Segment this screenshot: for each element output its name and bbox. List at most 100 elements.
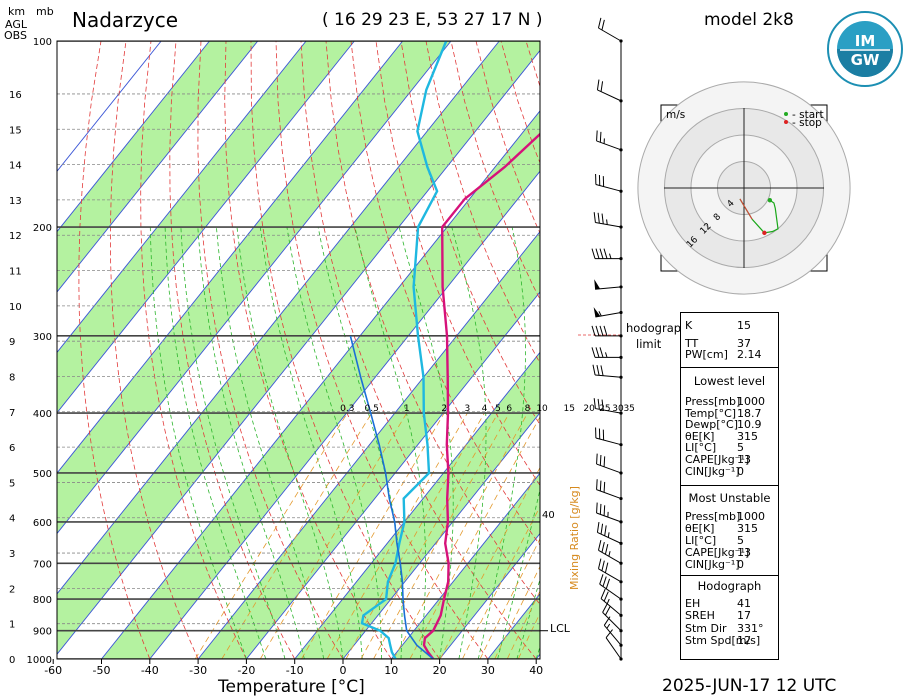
- pressure-label: 500: [33, 469, 52, 480]
- barb-flag: [596, 453, 598, 465]
- chart-axes: -60 -50 -40 -30 -20 -10 0 10 20 30 401002003004005…: [9, 37, 635, 677]
- barb-flag: [597, 558, 602, 569]
- barb-half-flag: [606, 623, 611, 629]
- moist-adiabat: [259, 226, 363, 659]
- pressure-label: 1000: [27, 655, 52, 666]
- imgw-logo: IM GW: [826, 10, 904, 88]
- barb-staff: [596, 140, 622, 151]
- moist-adiabat: [180, 226, 286, 659]
- most-unstable-label: Press[mb]: [685, 510, 741, 523]
- lowest-level-value: 1000: [737, 395, 765, 408]
- barb-flag: [591, 248, 596, 259]
- moist-adiabat: [286, 226, 382, 659]
- barb-flag: [603, 591, 609, 602]
- barb-staff: [598, 27, 622, 42]
- isotherm-line: [57, 41, 210, 233]
- hodograph-param-value: 331°: [737, 621, 764, 635]
- hodograph-legend-start-dot: [784, 112, 788, 116]
- mixing-ratio-40: 40: [542, 510, 555, 521]
- most-unstable-value: 1000: [737, 510, 765, 523]
- barb-staff: [596, 463, 622, 474]
- most-unstable-label: CIN[Jkg⁻¹]: [685, 558, 740, 571]
- barb-staff: [595, 222, 622, 228]
- barb-flag: [604, 543, 609, 555]
- chart-grid: [57, 41, 540, 659]
- barb-flag: [597, 17, 602, 29]
- barb-flag: [605, 605, 611, 616]
- barb-flag: [599, 347, 604, 358]
- barb-staff: [596, 512, 622, 523]
- height-label: 6: [9, 443, 15, 454]
- barb-flag: [601, 560, 605, 571]
- valid-date: 2025-JUN-17 12 UTC: [662, 676, 837, 696]
- isotherm-line: [57, 41, 259, 293]
- height-label: 14: [9, 161, 22, 172]
- barb-flag: [599, 248, 604, 259]
- barb-flag: [603, 481, 606, 493]
- height-label: 9: [9, 337, 15, 348]
- barb-flag: [599, 480, 602, 492]
- moist-adiabat: [317, 226, 403, 659]
- isotherm-line: [57, 41, 162, 172]
- barb-flag: [597, 539, 602, 551]
- dry-adiabat: [275, 41, 489, 659]
- hodograph-stop-point: [762, 230, 767, 236]
- lowest-level-value: 5: [737, 441, 744, 455]
- barb-staff: [600, 598, 622, 616]
- model-name: model 2k8: [704, 10, 794, 30]
- pressure-label: 300: [33, 332, 52, 343]
- isotherm-line: [57, 41, 500, 595]
- height-label: 7: [9, 408, 15, 419]
- most-unstable-value: 13: [737, 546, 751, 559]
- lowest-level-label: LI[°C]: [685, 441, 717, 455]
- axis-obs-label: OBS: [4, 29, 27, 42]
- x-axis-title: Temperature [°C]: [218, 677, 365, 697]
- mixing-ratio-label: 4: [482, 404, 488, 414]
- x-tick-label: 10: [384, 664, 398, 677]
- hodograph-limit-label: hodograph: [626, 321, 689, 335]
- dry-adiabat: [350, 41, 540, 546]
- tt-index-label: TT: [685, 337, 699, 350]
- barb-half-flag: [608, 551, 611, 557]
- mixing-ratio-label: 8: [525, 404, 531, 414]
- station-name: Nadarzyce: [72, 8, 179, 32]
- barb-flag: [602, 576, 607, 587]
- barb-flag: [600, 523, 604, 535]
- wind-barbs: [591, 17, 623, 661]
- hodograph-trace: [739, 198, 779, 234]
- mixing-ratio-label: 3: [465, 404, 471, 414]
- lowest-level-title: Lowest level: [693, 374, 766, 388]
- dry-adiabat: [197, 41, 344, 659]
- barb-flag: [604, 562, 609, 573]
- barb-flag: [604, 525, 607, 536]
- svg-text:IM: IM: [855, 32, 876, 50]
- barb-flag: [601, 541, 605, 553]
- lowest-level-value: 10.9: [737, 418, 762, 432]
- height-label: 5: [9, 478, 15, 489]
- profiles: [349, 41, 540, 659]
- pressure-label: 600: [33, 518, 52, 529]
- barb-pennant: [594, 279, 601, 290]
- x-tick-label: -40: [141, 664, 159, 677]
- height-label: 16: [9, 90, 22, 101]
- barb-staff: [602, 611, 622, 632]
- k-index-value: 15: [737, 319, 751, 332]
- pressure-label: 100: [33, 37, 52, 48]
- height-label: 4: [9, 514, 15, 525]
- pressure-label: 400: [33, 409, 52, 420]
- k-index-label: K: [685, 319, 693, 332]
- barb-flag: [591, 325, 596, 337]
- barb-flag: [596, 130, 598, 141]
- hodograph-param-label: Stm Dir: [685, 621, 727, 635]
- isotherm-line: [57, 41, 404, 474]
- x-tick-label: 20: [433, 664, 447, 677]
- isotherm-line: [342, 412, 540, 659]
- barb-flag: [601, 19, 605, 31]
- barb-staff: [597, 89, 622, 102]
- hodograph-ring-label: 4: [726, 198, 737, 209]
- moist-adiabat: [354, 226, 426, 659]
- lowest-level-label: CIN[Jkg⁻¹]: [685, 464, 740, 478]
- moist-adiabat: [451, 226, 487, 659]
- barb-flag: [605, 629, 613, 639]
